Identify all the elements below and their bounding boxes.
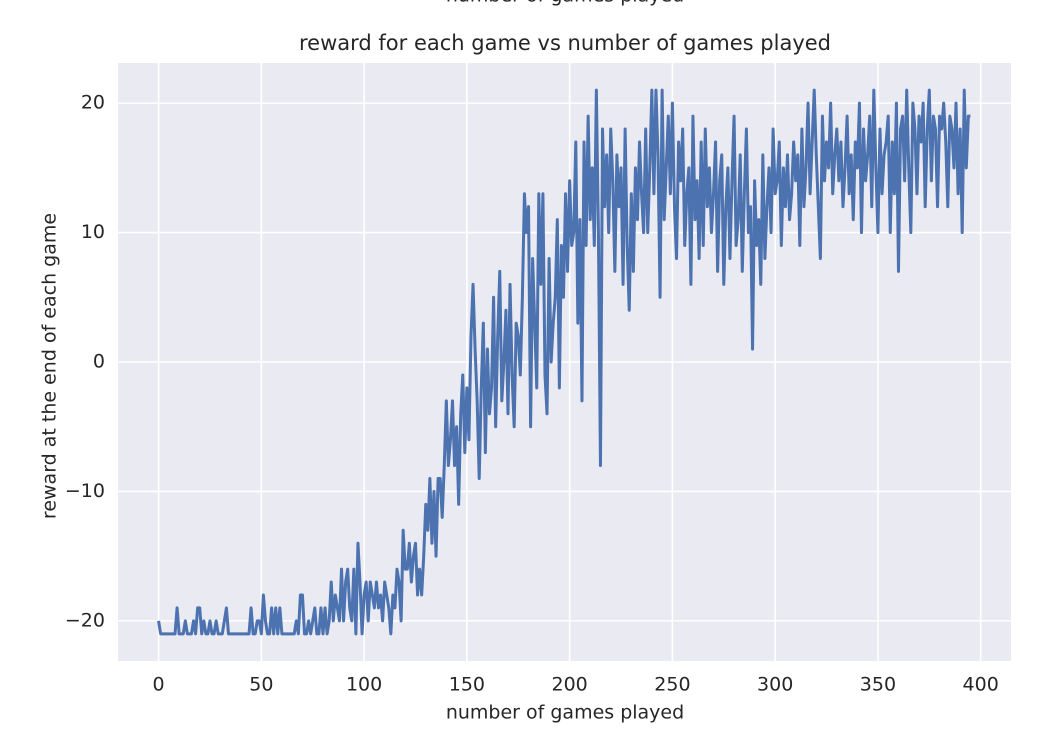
y-axis-label: reward at the end of each game: [39, 213, 61, 519]
x-tick-label: 50: [249, 674, 273, 696]
x-tick-label: 200: [552, 674, 588, 696]
previous-chart-x-label: number of games played: [446, 0, 684, 7]
chart-title: reward for each game vs number of games …: [299, 31, 831, 55]
data-line: [157, 88, 971, 636]
y-tick-label: 10: [81, 221, 105, 243]
x-tick-label: 100: [346, 674, 382, 696]
x-tick-label: 300: [757, 674, 793, 696]
y-tick-label: −20: [65, 609, 105, 631]
y-tick-label: 0: [93, 351, 105, 373]
x-axis-label: number of games played: [446, 702, 684, 724]
y-tick-label: 20: [81, 92, 105, 114]
x-tick-label: 0: [153, 674, 165, 696]
x-tick-label: 150: [449, 674, 485, 696]
x-tick-label: 400: [963, 674, 999, 696]
y-tick-label: −10: [65, 480, 105, 502]
x-tick-label: 250: [654, 674, 690, 696]
x-tick-label: 350: [860, 674, 896, 696]
